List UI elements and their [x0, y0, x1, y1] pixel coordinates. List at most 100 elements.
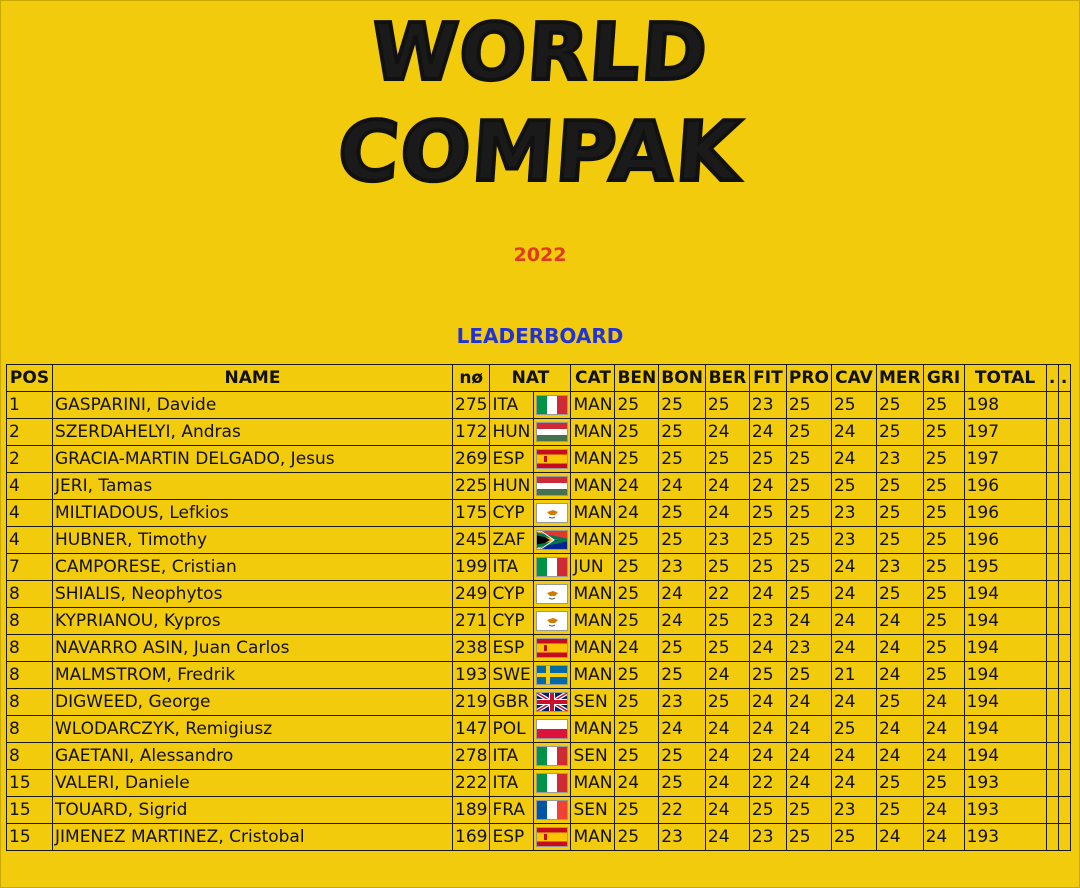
- table-row: 4 HUBNER, Timothy 245 ZAF MAN 25 25 23 25 25 23 25 2…: [6, 526, 1071, 554]
- flag-ita-icon: [536, 557, 569, 577]
- total-cell: 196: [963, 499, 1047, 527]
- col-bon: BON: [658, 364, 706, 392]
- total-cell: 194: [963, 661, 1047, 689]
- number-cell: 219: [451, 688, 491, 716]
- cat-cell: MAN: [570, 769, 616, 797]
- pos-cell: 2: [6, 418, 53, 446]
- score-ber-cell: 24: [704, 742, 750, 770]
- score-ber-cell: 24: [704, 769, 750, 797]
- score-cav-cell: 24: [830, 580, 877, 608]
- col-pro: PRO: [785, 364, 832, 392]
- score-cav-cell: 25: [830, 391, 877, 419]
- score-ben-cell: 25: [614, 580, 660, 608]
- nat-cell: CYP: [489, 580, 535, 608]
- score-cav-cell: 24: [830, 607, 877, 635]
- nat-cell: CYP: [489, 499, 535, 527]
- table-body: 1 GASPARINI, Davide 275 ITA MAN 25 25 25 23 25 25 2…: [6, 391, 1071, 851]
- col-total: TOTAL: [963, 364, 1047, 392]
- score-fit-cell: 23: [748, 823, 787, 851]
- score-bon-cell: 25: [658, 526, 706, 554]
- score-mer-cell: 25: [875, 688, 924, 716]
- number-cell: 222: [451, 769, 491, 797]
- flag-cell: [533, 823, 572, 851]
- cat-cell: JUN: [570, 553, 616, 581]
- extra-cell-1: [1045, 445, 1059, 473]
- score-cav-cell: 24: [830, 769, 877, 797]
- score-ben-cell: 25: [614, 796, 660, 824]
- pos-cell: 8: [6, 580, 53, 608]
- extra-cell-1: [1045, 391, 1059, 419]
- nat-cell: ITA: [489, 553, 535, 581]
- name-cell: KYPRIANOU, Kypros: [52, 607, 453, 635]
- table-row: 8 DIGWEED, George 219 GBR SEN 25 23 25 24 24 24 25 2…: [6, 688, 1071, 716]
- extra-cell-1: [1045, 472, 1059, 500]
- number-cell: 238: [451, 634, 491, 662]
- flag-cell: [533, 769, 572, 797]
- score-mer-cell: 25: [875, 796, 924, 824]
- col-name: NAME: [52, 364, 453, 392]
- score-gri-cell: 25: [922, 580, 965, 608]
- score-pro-cell: 25: [785, 580, 832, 608]
- flag-ita-icon: [536, 746, 569, 766]
- number-cell: 275: [451, 391, 491, 419]
- score-bon-cell: 25: [658, 445, 706, 473]
- score-fit-cell: 24: [748, 418, 787, 446]
- cat-cell: MAN: [570, 607, 616, 635]
- score-mer-cell: 25: [875, 526, 924, 554]
- flag-hun-icon: [536, 422, 569, 442]
- score-pro-cell: 25: [785, 526, 832, 554]
- score-fit-cell: 25: [748, 445, 787, 473]
- score-mer-cell: 25: [875, 580, 924, 608]
- cat-cell: MAN: [570, 418, 616, 446]
- score-cav-cell: 24: [830, 688, 877, 716]
- extra-cell-1: [1045, 661, 1059, 689]
- col-cat: CAT: [570, 364, 616, 392]
- extra-cell-2: [1057, 445, 1071, 473]
- score-gri-cell: 25: [922, 634, 965, 662]
- extra-cell-2: [1057, 580, 1071, 608]
- col-ber: BER: [704, 364, 750, 392]
- extra-cell-1: [1045, 607, 1059, 635]
- score-mer-cell: 25: [875, 769, 924, 797]
- score-ben-cell: 25: [614, 607, 660, 635]
- extra-cell-1: [1045, 796, 1059, 824]
- flag-cell: [533, 742, 572, 770]
- extra-cell-1: [1045, 715, 1059, 743]
- score-cav-cell: 23: [830, 526, 877, 554]
- score-gri-cell: 25: [922, 661, 965, 689]
- score-cav-cell: 24: [830, 445, 877, 473]
- pos-cell: 8: [6, 661, 53, 689]
- score-mer-cell: 24: [875, 715, 924, 743]
- total-cell: 194: [963, 715, 1047, 743]
- score-pro-cell: 24: [785, 688, 832, 716]
- logo-line-world: WORLD: [366, 6, 713, 100]
- name-cell: TOUARD, Sigrid: [52, 796, 453, 824]
- score-ber-cell: 23: [704, 526, 750, 554]
- score-ber-cell: 25: [704, 634, 750, 662]
- score-ben-cell: 25: [614, 688, 660, 716]
- cat-cell: SEN: [570, 742, 616, 770]
- score-gri-cell: 25: [922, 526, 965, 554]
- flag-cyp-icon: [536, 611, 569, 631]
- col-extra-1: .: [1045, 364, 1059, 392]
- score-cav-cell: 24: [830, 553, 877, 581]
- nat-cell: CYP: [489, 607, 535, 635]
- flag-esp-icon: [536, 827, 569, 847]
- score-cav-cell: 25: [830, 715, 877, 743]
- flag-fra-icon: [536, 800, 569, 820]
- pos-cell: 2: [6, 445, 53, 473]
- col-gri: GRI: [922, 364, 965, 392]
- score-ber-cell: 25: [704, 445, 750, 473]
- name-cell: JERI, Tamas: [52, 472, 453, 500]
- extra-cell-2: [1057, 526, 1071, 554]
- col-extra-2: .: [1057, 364, 1071, 392]
- name-cell: MALMSTROM, Fredrik: [52, 661, 453, 689]
- score-cav-cell: 21: [830, 661, 877, 689]
- score-pro-cell: 25: [785, 823, 832, 851]
- flag-cell: [533, 472, 572, 500]
- score-cav-cell: 24: [830, 742, 877, 770]
- score-ben-cell: 25: [614, 553, 660, 581]
- score-fit-cell: 24: [748, 715, 787, 743]
- total-cell: 197: [963, 418, 1047, 446]
- table-row: 8 WLODARCZYK, Remigiusz 147 POL MAN 25 24 24 24 2…: [6, 715, 1071, 743]
